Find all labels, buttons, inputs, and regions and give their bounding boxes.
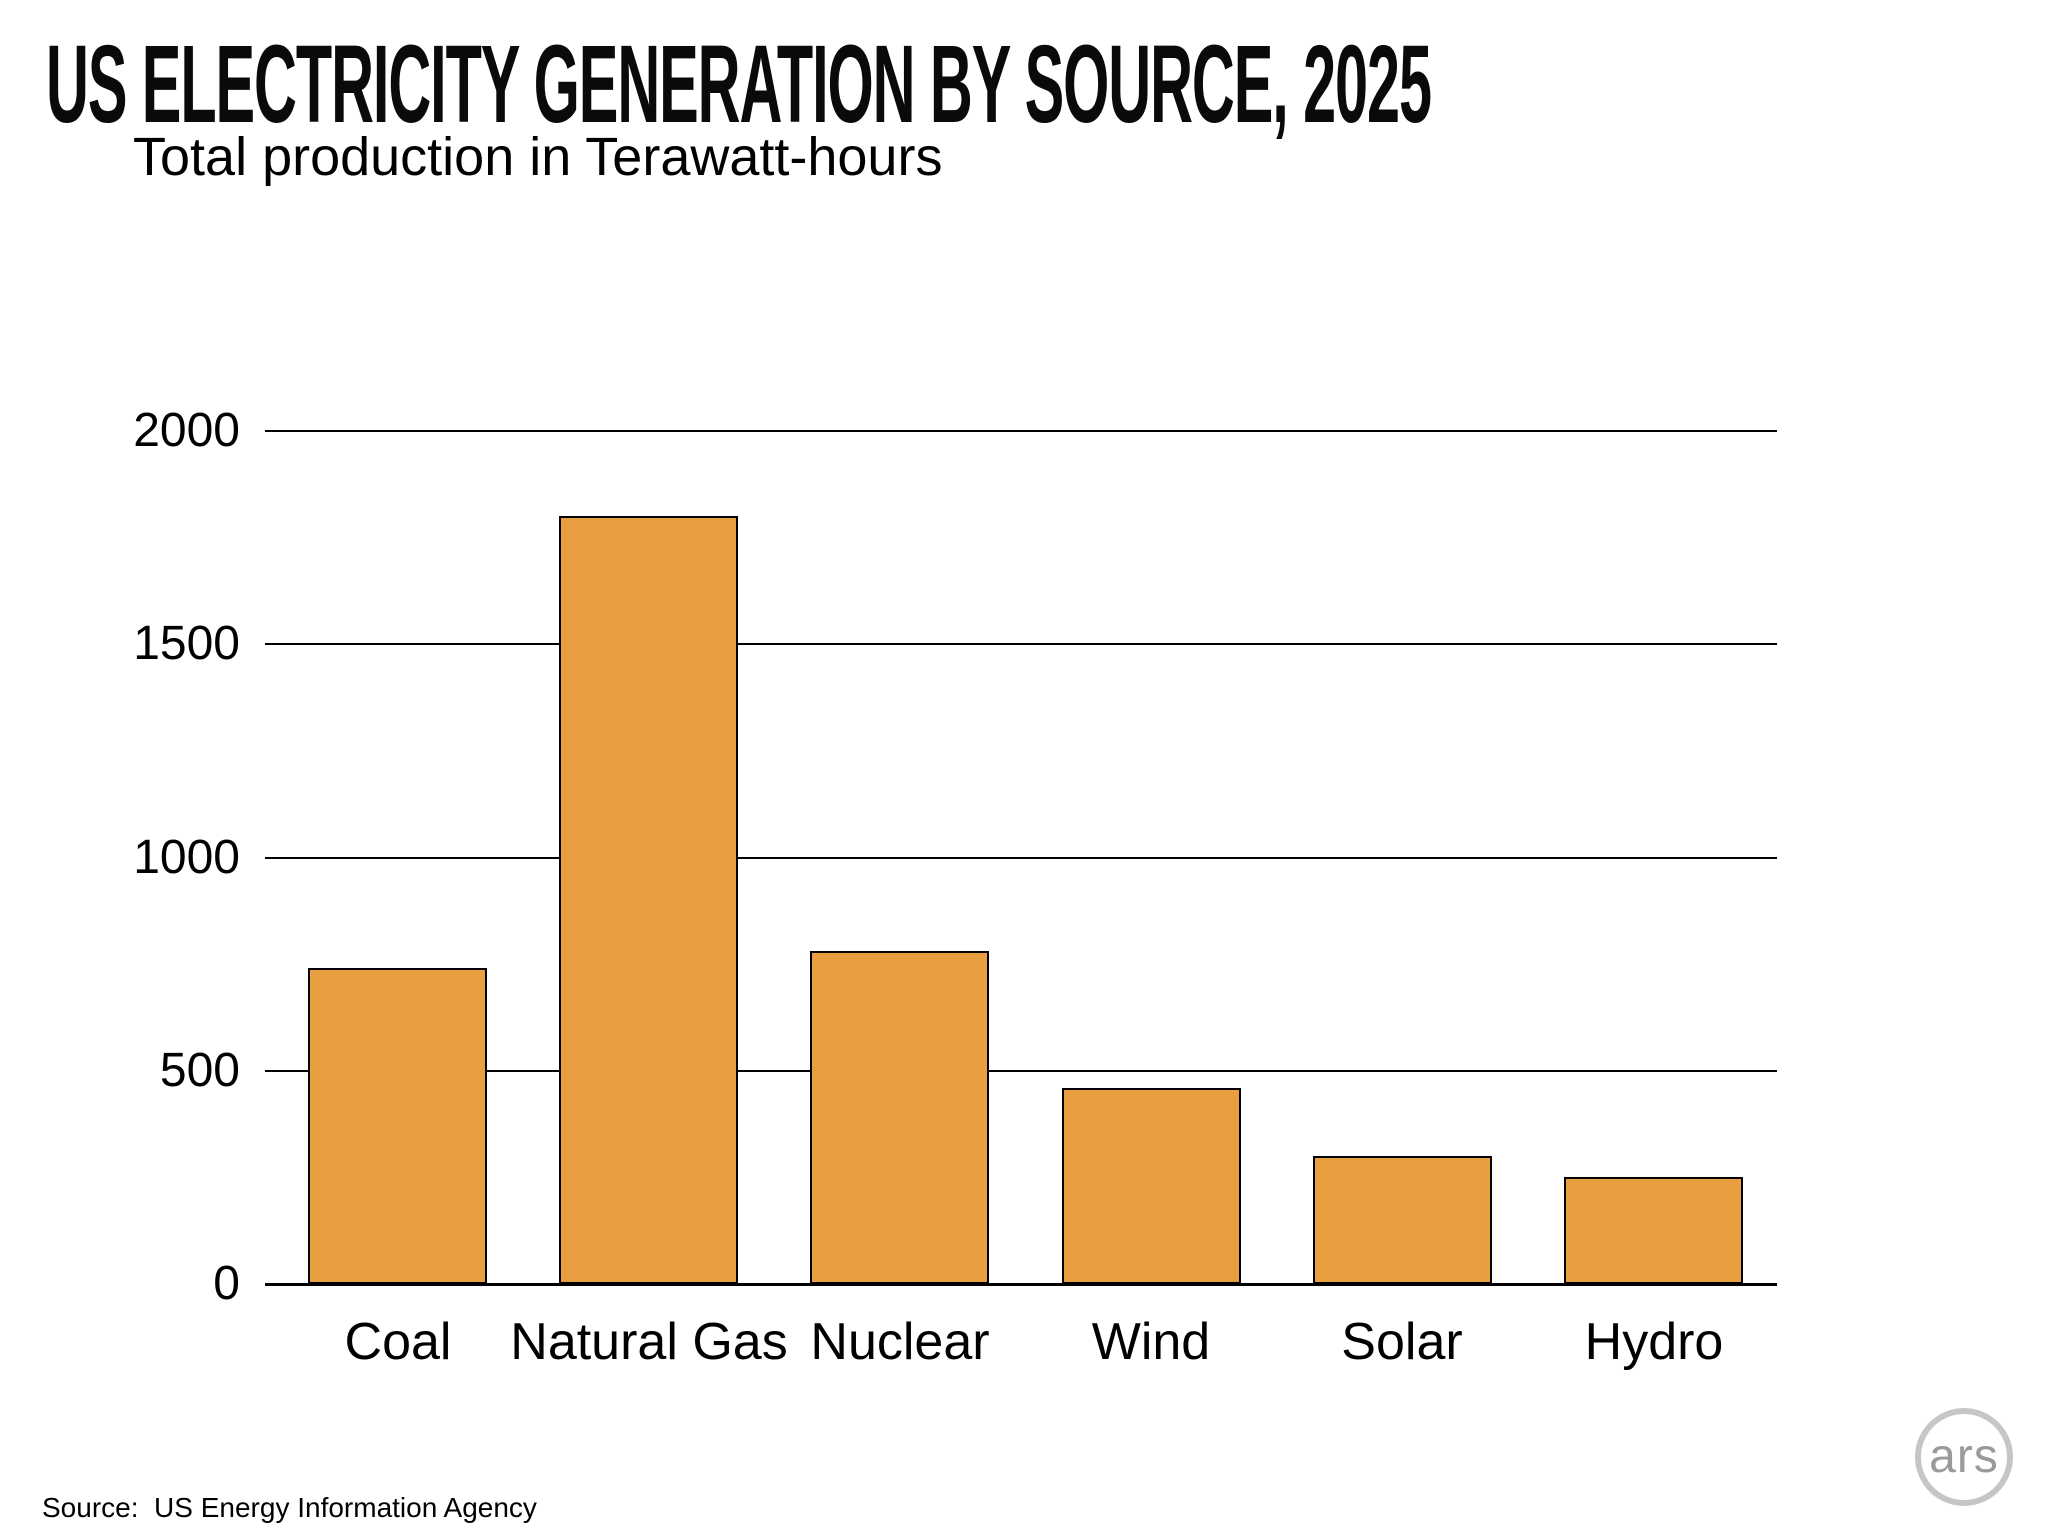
y-tick-label-500: 500 — [159, 1043, 240, 1097]
bar-natural-gas — [559, 516, 738, 1284]
bar-coal — [308, 968, 487, 1284]
gridline-1500 — [265, 643, 1777, 646]
x-category-label-nuclear: Nuclear — [810, 1313, 990, 1371]
gridline-500 — [265, 1069, 1777, 1072]
chart-subtitle: Total production in Terawatt-hours — [133, 127, 943, 187]
source-note: Source: US Energy Information Agency — [42, 1492, 537, 1523]
chart-title: US ELECTRICITY GENERATION BY SOURCE, 202… — [46, 23, 1432, 146]
gridline-0 — [265, 1282, 1777, 1286]
ars-logo-text: ars — [1929, 1430, 1999, 1483]
bar-solar — [1313, 1156, 1492, 1284]
bar-nuclear — [810, 951, 989, 1284]
x-category-label-natural-gas: Natural Gas — [510, 1313, 788, 1371]
y-tick-label-1000: 1000 — [133, 830, 240, 884]
x-category-label-wind: Wind — [1091, 1313, 1211, 1371]
y-tick-label-2000: 2000 — [133, 404, 240, 457]
bar-hydro — [1564, 1177, 1743, 1284]
y-tick-label-0: 0 — [213, 1257, 240, 1310]
gridline-1000 — [265, 856, 1777, 859]
ars-logo: ars — [1915, 1408, 2013, 1506]
x-category-label-hydro: Hydro — [1584, 1313, 1724, 1371]
bar-wind — [1062, 1087, 1241, 1284]
gridline-2000 — [265, 430, 1777, 432]
x-category-label-solar: Solar — [1341, 1313, 1463, 1371]
y-tick-label-1500: 1500 — [133, 617, 240, 671]
x-category-label-coal: Coal — [344, 1313, 452, 1371]
